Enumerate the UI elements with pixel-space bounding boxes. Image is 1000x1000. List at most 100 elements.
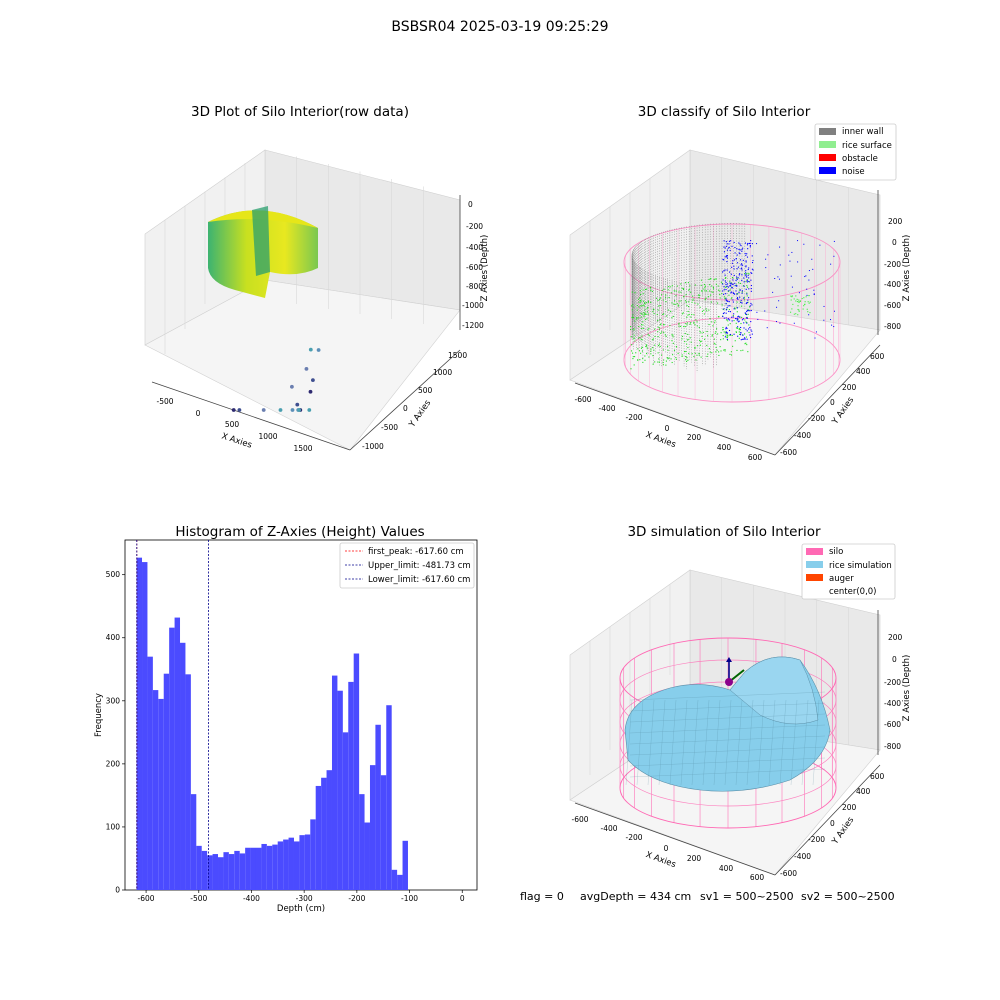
mesh-line [636, 699, 644, 786]
rice-surface-point [719, 290, 721, 292]
rice-surface-point [729, 289, 731, 291]
status-avg-depth: avgDepth = 434 cm [580, 890, 691, 903]
rice-surface-point [636, 317, 638, 319]
rice-surface-point [745, 281, 747, 283]
noise-point [746, 253, 748, 255]
sim-ztick: 0 [892, 655, 897, 664]
rice-surface-point [685, 300, 687, 302]
rice-surface-point [644, 309, 646, 311]
noise-point [729, 285, 731, 287]
legend-swatch-auger [806, 574, 823, 581]
rice-surface-point [657, 352, 659, 354]
noise-point [723, 308, 725, 310]
rice-surface-point [675, 356, 677, 359]
noise-point [734, 318, 737, 320]
noise-point [722, 315, 724, 317]
rice-surface-point [694, 352, 696, 354]
noise-point [737, 316, 739, 318]
noise-point [823, 305, 825, 307]
raw-xtick: 1000 [258, 432, 277, 441]
rice-surface-point [634, 292, 636, 294]
rice-surface-point [667, 358, 669, 360]
noise-point [725, 298, 727, 300]
rice-surface-point [695, 359, 697, 361]
noise-point [735, 279, 737, 281]
rice-surface-point [690, 291, 692, 293]
noise-point [737, 321, 739, 323]
rice-surface-point [726, 308, 728, 310]
rice-surface-point [642, 324, 644, 326]
rice-surface-point [700, 332, 702, 334]
noise-point [736, 262, 739, 264]
rice-surface-point [688, 301, 690, 303]
noise-point [766, 327, 768, 329]
raw-ztick: -800 [466, 282, 483, 291]
noise-point [745, 274, 747, 276]
rice-surface-point [727, 334, 729, 336]
rice-surface-point [633, 338, 635, 340]
rice-surface-point [733, 320, 735, 322]
rice-surface-point [696, 354, 698, 356]
legend-label-inner-wall: inner wall [842, 127, 883, 137]
rice-surface-point [671, 340, 673, 342]
noise-point [729, 249, 731, 252]
noise-point [725, 312, 727, 314]
raw-outlier-point [278, 408, 283, 412]
rice-surface-point [688, 352, 690, 354]
rice-surface-point [709, 290, 711, 292]
rice-surface-point [672, 336, 674, 338]
rice-surface-point [637, 317, 639, 319]
classify-axes-box [569, 149, 881, 456]
rice-surface-point [633, 337, 635, 339]
rice-surface-point [746, 292, 748, 294]
mesh-line [647, 699, 655, 786]
noise-point [726, 338, 728, 340]
sim-auger [725, 657, 745, 686]
rice-surface-point [808, 302, 810, 304]
rice-surface-point [721, 304, 723, 306]
rice-surface-point [729, 334, 731, 336]
hist-bar [299, 835, 305, 890]
rice-surface-point [698, 326, 700, 329]
rice-surface-point [685, 294, 687, 296]
sim-title: 3D simulation of Silo Interior [627, 524, 821, 540]
rice-surface-point [688, 314, 690, 316]
rice-surface-point [640, 316, 642, 318]
rice-surface-point [632, 356, 634, 358]
hist-y-ticks: 0 100 200 300 400 500 [106, 570, 125, 895]
rice-surface-point [638, 350, 641, 352]
rice-surface-point [691, 301, 693, 303]
noise-point [723, 240, 725, 242]
rice-surface-point [652, 308, 655, 310]
noise-point [736, 318, 738, 320]
noise-point [748, 277, 750, 279]
hist-bar [239, 853, 246, 890]
noise-point [729, 282, 731, 284]
rice-surface-point [675, 290, 677, 292]
classify-rice-surface-points [630, 272, 811, 370]
raw-ytick: -500 [381, 423, 398, 432]
hist-bar [375, 724, 381, 890]
rice-surface-point [795, 295, 797, 297]
rice-surface-point [703, 288, 705, 290]
rice-surface-point [744, 343, 746, 345]
rice-surface-point [659, 327, 661, 329]
noise-point [728, 301, 730, 303]
noise-point [789, 260, 791, 262]
rice-surface-point [739, 316, 741, 318]
rice-surface-point [798, 310, 800, 312]
rice-surface-point [706, 355, 708, 358]
rice-surface-point [713, 342, 715, 344]
noise-point [737, 326, 739, 328]
noise-point [725, 317, 727, 319]
raw-ztick: -200 [466, 222, 483, 231]
hist-bar [397, 874, 403, 890]
raw-ztick: -600 [466, 263, 483, 272]
noise-point [731, 262, 733, 264]
noise-point [725, 293, 727, 295]
hist-bar [380, 775, 387, 890]
rice-surface-point [748, 324, 750, 326]
rice-surface-point [708, 324, 710, 326]
rice-surface-point [746, 316, 748, 318]
